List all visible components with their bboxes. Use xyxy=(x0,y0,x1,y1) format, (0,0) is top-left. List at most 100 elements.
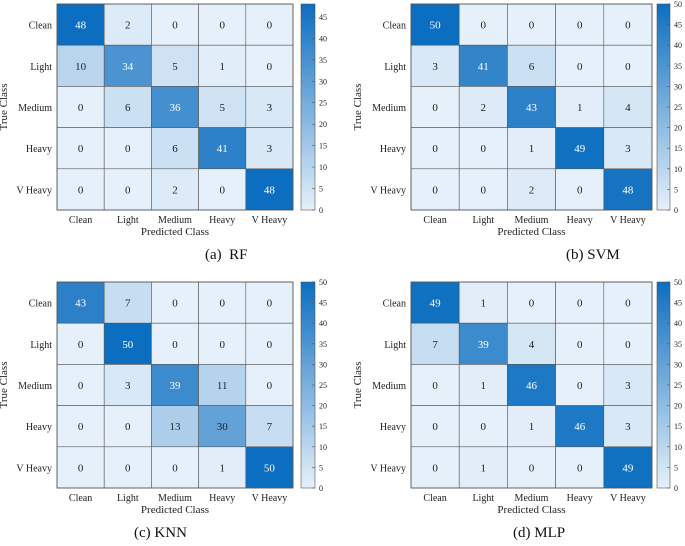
p2-ytick-0: Clean xyxy=(383,21,406,32)
p3-grid-frame xyxy=(56,281,294,489)
p4-xlabel: Predicted Class xyxy=(497,504,565,516)
p1-colorbar-label-5: 25 xyxy=(319,99,327,108)
p2-cell-label-r1-c2: 6 xyxy=(529,61,535,73)
p4-cell-label-r1-c1: 39 xyxy=(478,339,490,351)
p2-cell-label-r3-c1: 0 xyxy=(481,143,487,155)
p1-cell-label-r2-c2: 36 xyxy=(170,102,182,114)
p3-xlabel: Predicted Class xyxy=(141,504,209,516)
p2-ytick-4: V Heavy xyxy=(370,185,406,196)
p2-colorbar-label-2: 10 xyxy=(674,165,682,174)
p4-xtick-1: Light xyxy=(472,493,494,504)
p1-colorbar-label-0: 0 xyxy=(319,206,323,215)
p1-cell-label-r1-c4: 0 xyxy=(267,61,273,73)
p3-cell-label-r3-c3: 30 xyxy=(217,421,229,433)
p1-cell-label-r1-c3: 1 xyxy=(219,61,225,73)
p1-xtick-4: V Heavy xyxy=(252,215,288,226)
p3-cell-label-r2-c1: 3 xyxy=(125,380,131,392)
p1-cell-r3-c4 xyxy=(245,127,294,170)
p4-xtick-2: Medium xyxy=(515,493,549,504)
p1-cell-label-r2-c4: 3 xyxy=(267,102,273,114)
p3-colorbar-label-10: 50 xyxy=(319,278,327,287)
p3-colorbar-label-5: 25 xyxy=(319,381,327,390)
p4-cell-r1-c4 xyxy=(603,322,653,365)
p3-colorbar-label-8: 40 xyxy=(319,319,327,328)
p2-cell-label-r4-c4: 48 xyxy=(622,184,634,196)
p1-colorbar-label-2: 10 xyxy=(319,163,327,172)
p1-cell-label-r3-c2: 6 xyxy=(172,143,178,155)
p2-cell-r1-c1 xyxy=(458,44,508,87)
p1-colorbar-label-4: 20 xyxy=(319,120,327,129)
p3-cell-label-r1-c3: 0 xyxy=(219,339,225,351)
p2-cell-r3-c3 xyxy=(555,127,605,170)
p3-colorbar-label-3: 15 xyxy=(319,422,327,431)
p2-cell-label-r3-c4: 3 xyxy=(625,143,631,155)
p1-colorbar-label-8: 40 xyxy=(319,34,327,43)
p3-cell-label-r1-c2: 0 xyxy=(172,339,178,351)
p4-colorbar-label-0: 0 xyxy=(674,484,678,493)
p1-colorbar-label-1: 5 xyxy=(319,185,323,194)
p2-colorbar-label-5: 25 xyxy=(674,103,682,112)
p3-colorbar-label-4: 20 xyxy=(319,402,327,411)
p4-cell-r3-c3 xyxy=(555,405,605,448)
p4-cell-label-r0-c2: 0 xyxy=(529,298,535,310)
p4-cell-r1-c2 xyxy=(507,322,556,365)
p1-cell-r0-c0 xyxy=(56,3,105,46)
p3-cell-label-r0-c3: 0 xyxy=(219,298,225,310)
p1-cell-label-r4-c0: 0 xyxy=(78,184,84,196)
p2-cell-r4-c2 xyxy=(507,168,556,211)
p4-cell-label-r1-c3: 0 xyxy=(577,339,583,351)
p4-cell-label-r2-c4: 3 xyxy=(625,380,631,392)
p4-colorbar-label-4: 20 xyxy=(674,402,682,411)
p2-cell-label-r2-c2: 43 xyxy=(526,102,538,114)
p3-cell-label-r3-c1: 0 xyxy=(125,421,131,433)
p1-cell-label-r4-c1: 0 xyxy=(125,184,131,196)
caption-knn: (c) KNN xyxy=(134,525,187,541)
p2-colorbar-label-0: 0 xyxy=(674,206,678,215)
p4-colorbar-label-9: 45 xyxy=(674,299,682,308)
p1-cell-label-r2-c0: 0 xyxy=(78,102,84,114)
p4-ytick-2: Medium xyxy=(372,381,406,392)
p2-cell-label-r3-c0: 0 xyxy=(432,143,438,155)
p1-cell-label-r2-c1: 6 xyxy=(125,102,131,114)
p1-grid-frame xyxy=(56,3,294,211)
p3-colorbar-label-7: 35 xyxy=(319,340,327,349)
p3-cell-r1-c4 xyxy=(245,322,294,365)
p1-cell-label-r1-c2: 5 xyxy=(172,61,178,73)
p2-xtick-4: V Heavy xyxy=(610,215,646,226)
p4-cell-label-r2-c0: 0 xyxy=(432,380,438,392)
p1-cell-r1-c0 xyxy=(56,44,105,87)
p1-cell-r0-c3 xyxy=(198,3,247,46)
p3-ytick-1: Light xyxy=(30,340,52,351)
p4-ytick-4: V Heavy xyxy=(370,463,406,474)
p2-cell-label-r4-c2: 2 xyxy=(529,184,535,196)
p3-cell-label-r2-c2: 39 xyxy=(170,380,182,392)
p4-ytick-1: Light xyxy=(384,340,406,351)
p2-cell-label-r4-c1: 0 xyxy=(481,184,487,196)
p1-cell-label-r4-c3: 0 xyxy=(219,184,225,196)
p3-cell-label-r3-c0: 0 xyxy=(78,421,84,433)
p1-cell-label-r0-c4: 0 xyxy=(267,20,273,32)
p1-cell-label-r1-c0: 10 xyxy=(75,61,87,73)
p1-cell-r4-c2 xyxy=(151,168,199,211)
p3-cell-label-r1-c4: 0 xyxy=(267,339,273,351)
p1-cell-label-r0-c3: 0 xyxy=(219,20,225,32)
p4-cell-label-r1-c4: 0 xyxy=(625,339,631,351)
p2-colorbar-label-6: 30 xyxy=(674,82,682,91)
p4-cell-label-r4-c4: 49 xyxy=(622,462,634,474)
p2-colorbar-label-4: 20 xyxy=(674,124,682,133)
p3-ylabel: True Class xyxy=(0,362,10,409)
p4-cell-r2-c4 xyxy=(603,364,653,406)
p4-cell-label-r4-c3: 0 xyxy=(577,462,583,474)
p3-cell-label-r4-c0: 0 xyxy=(78,462,84,474)
p2-colorbar-label-10: 50 xyxy=(674,0,682,9)
p3-cell-r4-c3 xyxy=(198,446,247,489)
p3-cell-r4-c4 xyxy=(245,446,294,489)
p4-cell-label-r4-c1: 1 xyxy=(481,462,487,474)
p3-cell-label-r3-c2: 13 xyxy=(170,421,182,433)
p1-xtick-0: Clean xyxy=(69,215,92,226)
p4-colorbar-label-8: 40 xyxy=(674,319,682,328)
p1-cell-r0-c4 xyxy=(245,3,294,46)
p1-xtick-3: Heavy xyxy=(209,215,235,226)
p2-cell-r4-c0 xyxy=(410,168,460,211)
p4-colorbar-label-2: 10 xyxy=(674,443,682,452)
